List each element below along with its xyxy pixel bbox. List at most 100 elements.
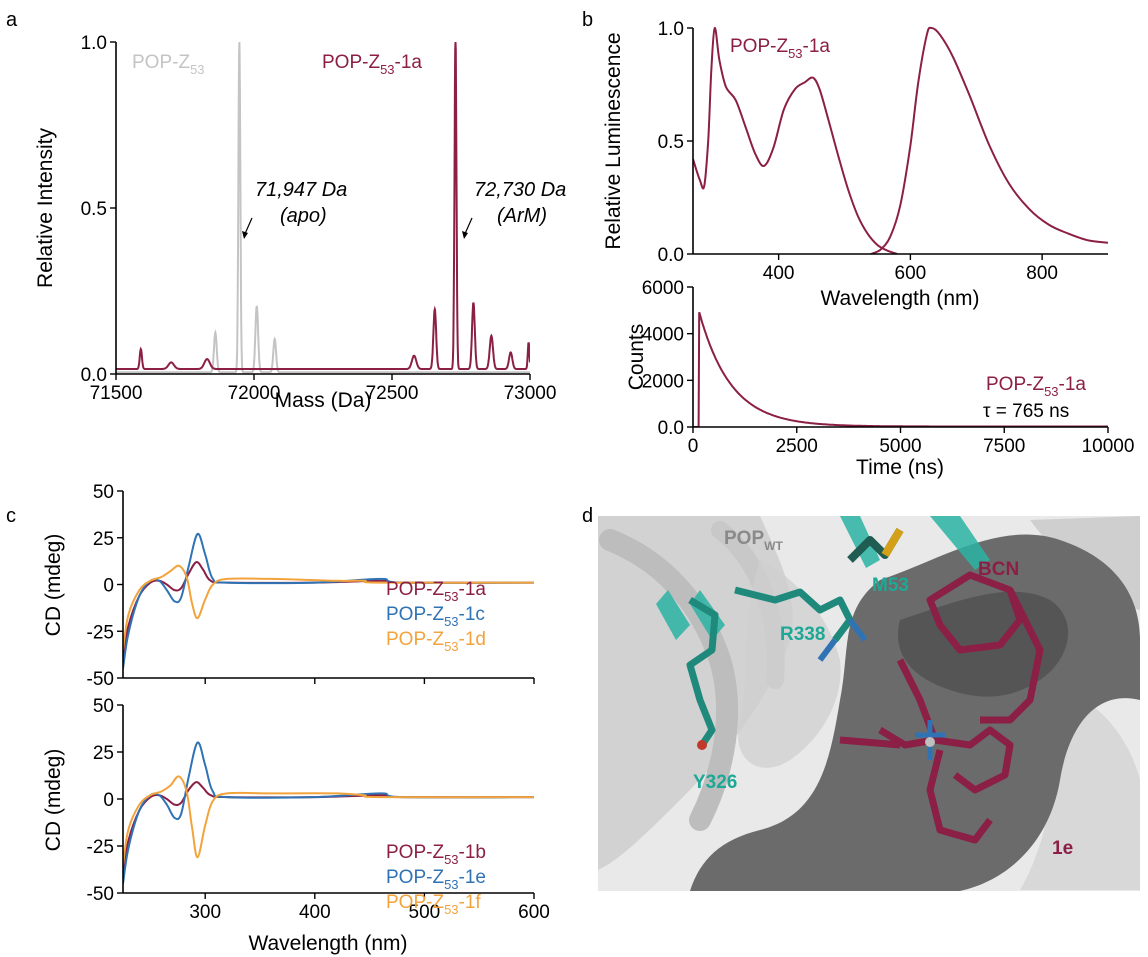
teal-ribbon-3	[840, 516, 880, 568]
legend-1f: POP-Z53-1f	[386, 892, 481, 917]
x-tick-label-c-bottom-0: 300	[189, 902, 221, 923]
y-tick-label-a-0: 0.0	[81, 365, 107, 386]
surface-highlight	[738, 560, 841, 768]
ligand-bpy-4	[839, 736, 901, 749]
y-tick-label-c-top-4: 50	[93, 482, 114, 503]
ligand-bpy-3	[926, 749, 993, 844]
y-tick-label-c-top-0: -50	[87, 669, 114, 690]
y326-oxygen	[697, 740, 707, 750]
bcn-linker	[980, 588, 1044, 724]
x-tick-label-b-top-0: 400	[763, 263, 795, 284]
x-tick-label-b-bottom-2: 5000	[879, 436, 921, 457]
panel-label-c: c	[6, 505, 16, 527]
x-tick-label-b-bottom-0: 0	[688, 436, 699, 457]
x-tick-label-c-bottom-2: 500	[409, 902, 441, 923]
y-tick-label-b-top-1: 0.5	[658, 132, 684, 153]
mass-spectrum-chart: 71500 72000 72500 73000 0.0 0.5 1.0 Mass (Da) Re…	[34, 33, 556, 412]
cd-bottom-legend: POP-Z53-1b POP-Z53-1e POP-Z53-1f	[386, 842, 486, 917]
x-tick-label-a-0: 71500	[90, 383, 143, 404]
legend-1d: POP-Z53-1d	[386, 629, 486, 654]
arm-annotation: 72,730 Da (ArM)	[462, 179, 566, 239]
x-tick-label-a-3: 73000	[504, 383, 557, 404]
arm-tag-label: (ArM)	[497, 205, 547, 227]
residue-label-r338: R338	[780, 624, 825, 645]
x-tick-label-a-2: 72500	[366, 383, 419, 404]
arm-arrowhead	[462, 231, 468, 239]
apo-mass-label: 71,947 Da	[255, 179, 347, 201]
x-tick-label-b-top-1: 600	[895, 263, 927, 284]
y-tick-label-a-1: 0.5	[81, 199, 107, 220]
metal-center	[925, 737, 935, 747]
label-pop-z53-1a: POP-Z53-1a	[322, 52, 422, 77]
cd-spectrum-top-chart: -50 -25 0 25 50 CD (mdeg)	[42, 482, 535, 690]
y-axis-label-c-top: CD (mdeg)	[42, 534, 65, 637]
x-tick-label-b-top-2: 800	[1026, 263, 1058, 284]
series-line-a-0	[116, 41, 530, 374]
y-tick-label-b-bottom-3: 6000	[642, 278, 684, 299]
protein-structure-image: POPWT M53 R338 Y326 BCN 1e	[598, 516, 1140, 891]
series-line-b-top-0	[693, 26, 898, 254]
x-tick-label-c-bottom-1: 400	[299, 902, 331, 923]
label-b-bottom-series: POP-Z53-1a	[986, 374, 1086, 399]
x-tick-label-a-1: 72000	[228, 383, 281, 404]
series-line-a-1	[116, 41, 530, 370]
y-tick-label-b-bottom-1: 2000	[642, 371, 684, 392]
ribbon-bottom-right	[1020, 690, 1140, 890]
y-axis-label-c-bottom: CD (mdeg)	[42, 749, 65, 852]
x-tick-label-b-bottom-4: 10000	[1082, 436, 1135, 457]
cofactor-label-bcn: BCN	[978, 559, 1019, 580]
residue-label-y326: Y326	[693, 772, 737, 793]
y-axis-label-b-bottom: Counts	[625, 324, 648, 391]
x-axis-label-c-bottom: Wavelength (nm)	[248, 932, 407, 955]
series-line-c-bottom-2	[123, 775, 534, 865]
y-tick-label-b-top-0: 0.0	[658, 245, 684, 266]
x-axis-label-a: Mass (Da)	[275, 389, 372, 412]
legend-1e: POP-Z53-1e	[386, 867, 486, 892]
y-tick-label-c-bottom-4: 50	[93, 696, 114, 717]
label-b-top-series: POP-Z53-1a	[730, 36, 830, 61]
y-tick-label-b-bottom-2: 4000	[642, 325, 684, 346]
y-axis-label-b-top: Relative Luminescence	[602, 32, 625, 249]
panel-label-a: a	[6, 9, 18, 31]
y-axis-label-a: Relative Intensity	[34, 128, 57, 288]
arm-mass-label: 72,730 Da	[474, 179, 566, 201]
y-tick-label-c-bottom-0: -50	[87, 884, 114, 905]
structure-title: POPWT	[724, 528, 783, 553]
cd-spectrum-bottom-chart: 300 400 500 600 -50 -25 0 25 50 Wavelength (nm) CD…	[42, 696, 550, 955]
series-line-b-top-1	[870, 26, 1108, 254]
panel-label-b: b	[582, 9, 593, 31]
x-axis-label-b-bottom: Time (ns)	[856, 456, 944, 479]
luminescence-spectrum-chart: 400 600 800 0.0 0.5 1.0 Wavelength (nm) Relativ…	[602, 19, 1108, 310]
y-tick-label-b-top-2: 1.0	[658, 19, 684, 40]
y-tick-label-c-top-1: -25	[87, 622, 114, 643]
y-tick-label-c-top-2: 0	[103, 576, 114, 597]
x-tick-label-c-bottom-3: 600	[518, 902, 550, 923]
label-pop-z53: POP-Z53	[132, 52, 205, 77]
legend-1b: POP-Z53-1b	[386, 842, 486, 867]
y-tick-label-b-bottom-0: 0.0	[658, 418, 684, 439]
lifetime-label: τ = 765 ns	[983, 401, 1069, 422]
teal-ribbon-4	[930, 516, 990, 570]
x-tick-label-b-bottom-3: 7500	[983, 436, 1025, 457]
cd-top-legend: POP-Z53-1a POP-Z53-1c POP-Z53-1d	[386, 579, 486, 654]
y-tick-label-c-bottom-3: 25	[93, 743, 114, 764]
legend-1c: POP-Z53-1c	[386, 604, 485, 629]
y326-sticks	[686, 596, 719, 747]
y-tick-label-c-bottom-1: -25	[87, 837, 114, 858]
x-axis-label-b-top: Wavelength (nm)	[820, 287, 979, 310]
y-tick-label-c-top-3: 25	[93, 529, 114, 550]
teal-ribbon-1	[656, 590, 690, 640]
apo-annotation: 71,947 Da (apo)	[242, 179, 347, 239]
series-line-c-top-2	[123, 564, 534, 651]
x-tick-label-b-bottom-1: 2500	[776, 436, 818, 457]
bcn-ring	[926, 571, 1024, 654]
apo-tag-label: (apo)	[280, 205, 327, 227]
apo-arrowhead	[242, 231, 248, 239]
m53-sulfur	[881, 527, 904, 558]
residue-label-m53: M53	[872, 575, 909, 596]
cofactor-label-1e: 1e	[1052, 838, 1073, 859]
ligand-bpy-2	[934, 726, 1014, 794]
y-tick-label-a-2: 1.0	[81, 33, 107, 54]
luminescence-decay-chart: 0 2500 5000 7500 10000 0.0 2000 4000 6000 Time (n…	[625, 278, 1134, 479]
